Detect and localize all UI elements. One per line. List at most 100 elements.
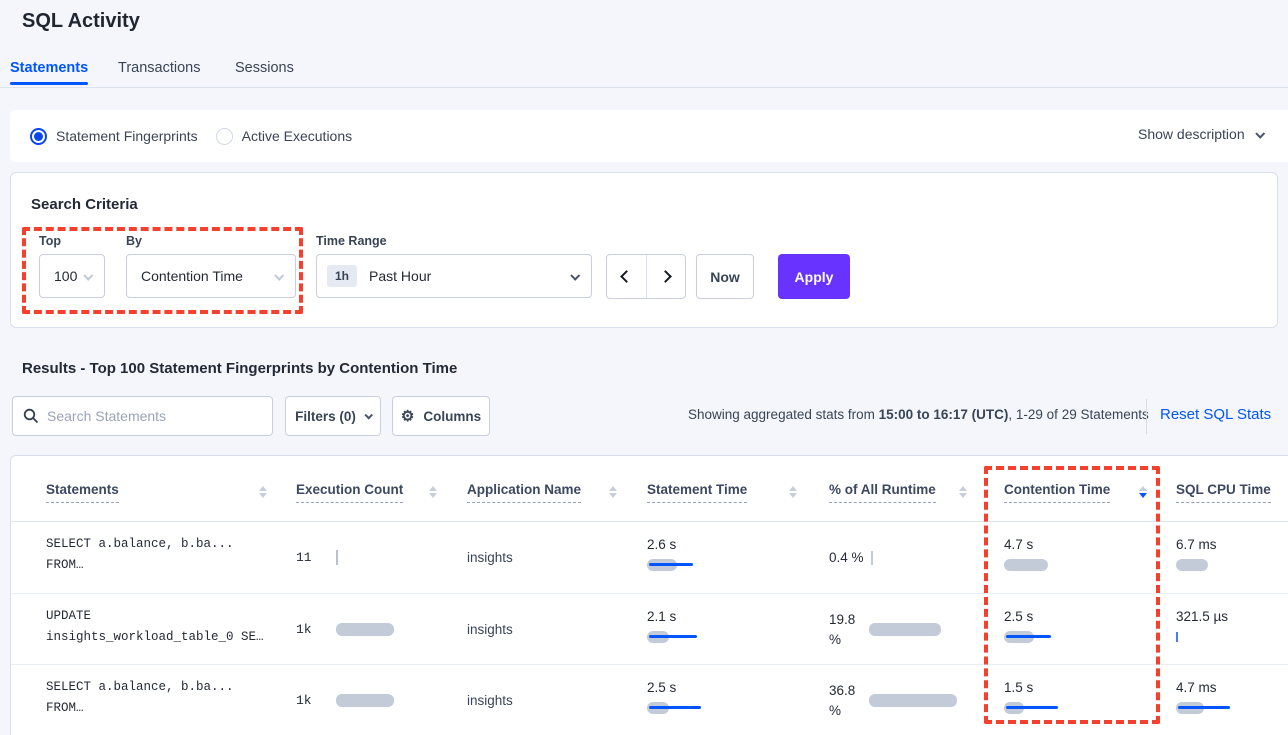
contention-time-cell: 1.5 s [1004,679,1058,715]
radio-label: Statement Fingerprints [56,128,198,144]
tab-sessions[interactable]: Sessions [235,60,294,76]
contention-time-cell: 2.5 s [1004,608,1051,644]
statement-fingerprint-link[interactable]: SELECT a.balance, b.ba... FROM… [46,680,234,715]
time-range-next-button[interactable] [647,255,686,298]
statement-search-box [12,396,273,436]
sort-desc-icon[interactable] [1139,486,1149,498]
search-icon [23,408,39,424]
contention-time-cell: 4.7 s [1004,536,1048,572]
time-range-label: Time Range [316,234,387,248]
chevron-right-icon [659,270,673,283]
execution-count-bar [336,623,394,636]
by-select[interactable]: Contention Time [126,254,296,298]
show-description-label: Show description [1138,126,1245,142]
chevron-down-icon [83,270,94,281]
column-header-contention-time[interactable]: Contention Time [1004,482,1111,503]
sort-icon[interactable] [789,486,799,498]
column-header-statement-time[interactable]: Statement Time [647,482,748,503]
by-select-value: Contention Time [141,268,243,284]
top-select[interactable]: 100 [39,254,105,298]
view-toggle-bar: Statement Fingerprints Active Executions… [10,110,1288,162]
gear-icon: ⚙ [400,407,415,425]
radio-label: Active Executions [241,128,353,144]
latency-line [649,706,701,709]
pct-runtime-bar [869,623,941,636]
column-header-application-name[interactable]: Application Name [467,482,582,503]
sort-icon[interactable] [259,486,269,498]
statement-time-cell: 2.6 s [647,536,693,572]
latency-line [1006,635,1051,638]
sort-icon[interactable] [429,486,439,498]
top-select-value: 100 [54,268,78,284]
sql-cpu-time-cell: 321.5 µs [1176,608,1228,644]
top-label: Top [39,234,61,248]
columns-button[interactable]: ⚙ Columns [392,396,490,436]
chevron-down-icon [274,270,285,281]
pct-runtime-cell: 0.4 % [829,522,873,593]
mean-bar [1004,559,1048,571]
latency-line [649,563,693,566]
chevron-left-icon [619,270,633,283]
search-statements-input[interactable] [47,408,262,424]
page-title: SQL Activity [22,10,140,32]
stats-time-range: 15:00 to 16:17 (UTC) [878,407,1009,422]
statement-fingerprint-link[interactable]: UPDATE insights_workload_table_0 SE… [46,609,264,644]
sql-cpu-time-cell: 6.7 ms [1176,536,1217,572]
table-row[interactable]: UPDATE insights_workload_table_0 SE… 1k i… [11,593,1288,664]
application-name-cell: insights [467,693,513,708]
radio-selected-icon [30,127,47,145]
aggregated-stats-text: Showing aggregated stats from 15:00 to 1… [688,407,1149,422]
time-range-select[interactable]: 1h Past Hour [316,254,592,298]
latency-line [1178,706,1230,709]
by-label: By [126,234,142,248]
toolbar-divider [1146,399,1147,434]
pct-runtime-cell: 19.8 % [829,594,941,665]
reset-sql-stats-link[interactable]: Reset SQL Stats [1160,406,1272,423]
filters-button[interactable]: Filters (0) [285,396,381,436]
results-heading: Results - Top 100 Statement Fingerprints… [22,360,458,377]
column-header-pct-runtime[interactable]: % of All Runtime [829,482,936,503]
statement-fingerprint-link[interactable]: SELECT a.balance, b.ba... FROM… [46,537,234,572]
sort-icon[interactable] [959,486,969,498]
application-name-cell: insights [467,550,513,565]
time-range-stepper [606,254,686,299]
time-range-prev-button[interactable] [607,255,647,298]
radio-unselected-icon [215,127,233,145]
execution-count-cell: 11 [296,522,338,593]
pct-runtime-bar [869,694,957,707]
column-header-execution-count[interactable]: Execution Count [296,482,404,503]
chevron-down-icon [1254,128,1265,139]
execution-count-bar [336,550,338,565]
time-range-value: Past Hour [369,268,432,284]
table-row[interactable]: SELECT a.balance, b.ba... FROM… 1k insigh… [11,664,1288,735]
column-header-sql-cpu-time[interactable]: SQL CPU Time [1176,482,1271,503]
execution-count-bar [336,694,394,707]
search-criteria-panel: Search Criteria Top 100 By Contention Ti… [10,172,1278,328]
filters-label: Filters (0) [295,408,356,424]
pct-runtime-cell: 36.8 % [829,665,957,735]
latency-line [649,635,697,638]
execution-count-cell: 1k [296,665,394,735]
execution-count-cell: 1k [296,594,394,665]
table-row[interactable]: SELECT a.balance, b.ba... FROM… 11 insigh… [11,521,1288,593]
chevron-down-icon [364,411,373,420]
mean-bar [1176,559,1208,571]
radio-active-executions[interactable]: Active Executions [215,127,353,145]
latency-line [1006,706,1058,709]
tab-statements[interactable]: Statements [10,60,89,85]
show-description-toggle[interactable]: Show description [1138,126,1265,142]
sort-icon[interactable] [609,486,619,498]
column-header-statements[interactable]: Statements [46,482,119,503]
statement-time-cell: 2.5 s [647,679,701,715]
search-criteria-heading: Search Criteria [31,196,138,213]
application-name-cell: insights [467,622,513,637]
tab-transactions[interactable]: Transactions [118,60,201,76]
time-range-badge: 1h [327,265,358,287]
columns-label: Columns [423,408,482,424]
radio-statement-fingerprints[interactable]: Statement Fingerprints [30,127,198,145]
now-button[interactable]: Now [696,254,754,299]
statement-time-cell: 2.1 s [647,608,697,644]
chevron-down-icon [570,270,581,281]
apply-button[interactable]: Apply [778,254,850,299]
